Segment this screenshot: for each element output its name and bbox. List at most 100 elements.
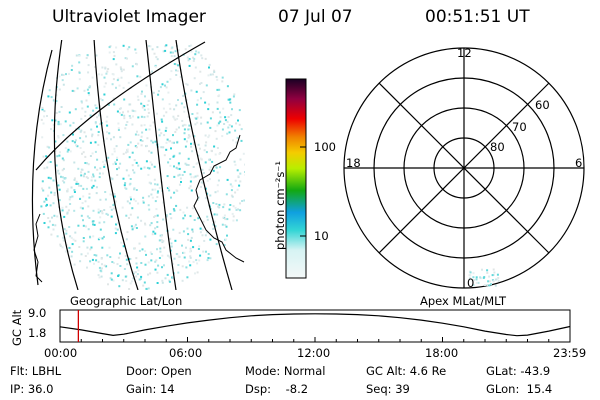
- emission-pixel: [218, 88, 221, 91]
- emission-pixel: [70, 69, 73, 71]
- emission-pixel: [78, 246, 81, 248]
- emission-pixel: [99, 97, 102, 100]
- emission-pixel: [196, 262, 199, 265]
- y-tick-label-max: 9.0: [28, 306, 47, 320]
- emission-pixel: [53, 191, 56, 194]
- emission-pixel: [147, 261, 150, 264]
- emission-pixel: [107, 103, 110, 106]
- geographic-map: [31, 40, 245, 290]
- colorbar-tick-label-10: 10: [314, 229, 329, 243]
- emission-pixel: [214, 191, 217, 194]
- emission-pixel: [193, 77, 196, 80]
- emission-pixel: [125, 187, 128, 190]
- longitude-line: [145, 40, 177, 290]
- emission-pixel: [226, 85, 229, 88]
- emission-pixel: [57, 184, 60, 187]
- emission-pixel: [147, 273, 149, 276]
- emission-pixel: [172, 115, 175, 118]
- emission-pixel: [137, 164, 140, 167]
- emission-pixel: [161, 83, 164, 86]
- emission-pixel: [79, 130, 82, 133]
- altitude-axis-label: GC Alt: [10, 309, 24, 346]
- emission-pixel: [110, 138, 112, 141]
- emission-pixel: [136, 216, 139, 219]
- emission-pixel: [105, 137, 108, 140]
- emission-pixel: [168, 255, 171, 258]
- emission-pixel: [205, 141, 208, 144]
- emission-pixel: [191, 150, 194, 153]
- emission-pixel: [57, 135, 60, 138]
- emission-pixel: [76, 87, 79, 90]
- emission-pixel: [151, 48, 154, 51]
- emission-pixel: [98, 73, 100, 76]
- emission-pixel: [144, 250, 147, 253]
- emission-pixel: [239, 202, 241, 205]
- emission-pixel: [230, 189, 233, 192]
- emission-pixel: [167, 161, 170, 164]
- emission-pixel: [120, 241, 123, 244]
- emission-pixel: [189, 256, 192, 259]
- emission-pixel: [232, 219, 235, 222]
- emission-pixel: [73, 90, 76, 93]
- emission-pixel: [177, 264, 180, 266]
- emission-pixel: [226, 234, 228, 237]
- emission-pixel: [165, 148, 168, 151]
- emission-pixel: [234, 191, 237, 194]
- emission-pixel: [82, 151, 85, 154]
- polar-diagonal: [378, 82, 550, 254]
- emission-pixel: [226, 178, 229, 181]
- polar-emission-pixel: [486, 271, 489, 274]
- polar-emission-pixel: [494, 278, 497, 281]
- altitude-plot: [59, 309, 571, 343]
- emission-pixel: [151, 196, 154, 199]
- emission-pixel: [200, 97, 202, 100]
- emission-pixel: [85, 187, 88, 190]
- emission-pixel: [236, 169, 239, 172]
- emission-pixel: [65, 232, 68, 235]
- emission-pixel: [164, 84, 166, 87]
- emission-pixel: [47, 161, 50, 164]
- emission-pixel: [239, 180, 242, 183]
- emission-pixel: [124, 57, 127, 60]
- emission-pixel: [166, 273, 169, 276]
- emission-pixel: [61, 209, 64, 212]
- emission-pixel: [64, 250, 67, 253]
- emission-pixel: [131, 164, 134, 167]
- emission-pixel: [106, 213, 109, 216]
- emission-pixel: [212, 169, 215, 172]
- emission-pixel: [131, 123, 134, 126]
- emission-pixel: [183, 251, 186, 254]
- emission-pixel: [187, 59, 190, 62]
- emission-pixel: [178, 126, 180, 129]
- emission-pixel: [64, 177, 67, 180]
- emission-pixel: [176, 189, 179, 192]
- emission-pixel: [194, 66, 197, 69]
- emission-pixel: [208, 158, 211, 161]
- emission-pixel: [72, 121, 75, 124]
- emission-pixel: [121, 279, 124, 282]
- emission-pixel: [244, 173, 245, 176]
- emission-pixel: [192, 143, 195, 146]
- emission-pixel: [165, 111, 168, 114]
- emission-pixel: [173, 63, 176, 65]
- emission-pixel: [152, 121, 155, 124]
- emission-pixel: [209, 117, 212, 120]
- emission-pixel: [103, 235, 105, 238]
- emission-pixel: [166, 138, 169, 141]
- emission-pixel: [74, 139, 77, 142]
- emission-pixel: [143, 166, 146, 169]
- emission-pixel: [149, 161, 152, 164]
- emission-pixel: [95, 54, 98, 57]
- emission-pixel: [41, 136, 44, 139]
- apex-panel-label: Apex MLat/MLT: [420, 294, 507, 308]
- emission-pixel: [184, 162, 187, 165]
- emission-pixel: [92, 173, 95, 176]
- emission-pixel: [201, 168, 204, 171]
- emission-pixel: [95, 186, 98, 189]
- longitude-line: [175, 40, 233, 290]
- emission-pixel: [187, 233, 190, 236]
- emission-pixel: [223, 214, 226, 217]
- emission-pixel: [62, 134, 65, 137]
- emission-pixel: [123, 184, 126, 187]
- emission-pixel: [190, 145, 193, 148]
